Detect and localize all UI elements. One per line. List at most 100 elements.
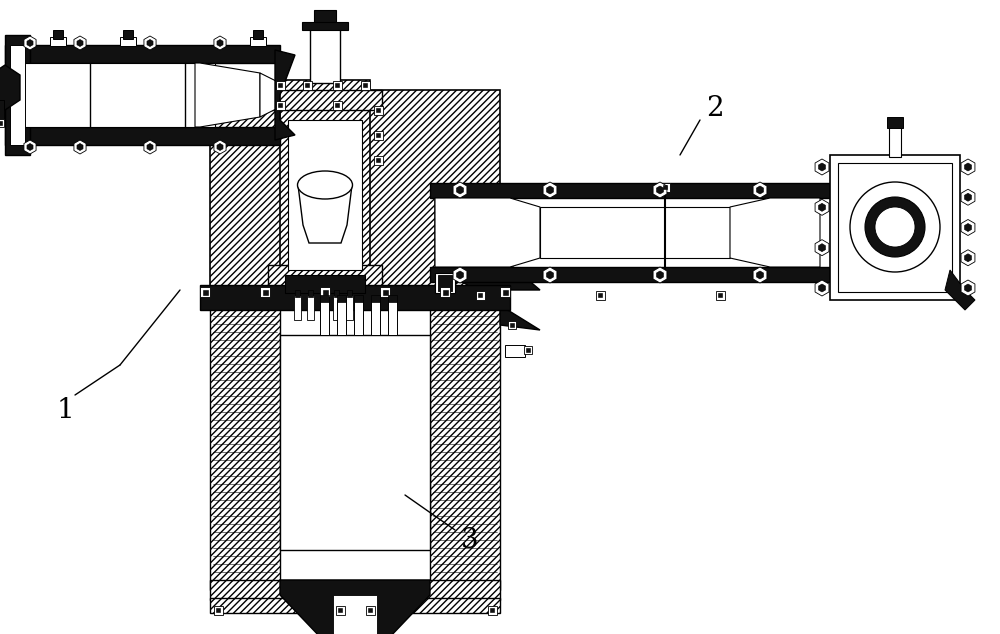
Polygon shape bbox=[815, 240, 829, 256]
Polygon shape bbox=[540, 207, 730, 258]
Bar bbox=[440, 287, 450, 297]
Polygon shape bbox=[333, 595, 377, 634]
Polygon shape bbox=[260, 73, 280, 117]
Bar bbox=[596, 290, 604, 299]
Bar bbox=[285, 275, 365, 293]
Bar bbox=[526, 348, 530, 352]
Bar bbox=[336, 605, 344, 614]
Bar bbox=[716, 290, 724, 299]
Bar bbox=[216, 608, 220, 612]
Bar bbox=[20, 63, 215, 127]
Polygon shape bbox=[435, 198, 540, 267]
Polygon shape bbox=[961, 190, 975, 205]
Bar bbox=[435, 273, 455, 293]
Bar bbox=[368, 608, 372, 612]
Bar bbox=[210, 295, 280, 590]
Polygon shape bbox=[435, 200, 540, 330]
Bar bbox=[260, 287, 270, 297]
Bar bbox=[430, 267, 830, 282]
Bar bbox=[376, 158, 380, 162]
Bar bbox=[320, 300, 329, 335]
Polygon shape bbox=[547, 186, 553, 194]
Polygon shape bbox=[657, 271, 663, 279]
Bar bbox=[305, 83, 309, 87]
Bar bbox=[210, 598, 500, 613]
Bar bbox=[889, 125, 901, 157]
Polygon shape bbox=[961, 159, 975, 175]
Bar bbox=[338, 608, 342, 612]
Bar bbox=[278, 103, 282, 107]
Bar bbox=[268, 90, 382, 110]
Polygon shape bbox=[657, 186, 663, 194]
Bar bbox=[302, 22, 348, 30]
Bar bbox=[334, 290, 339, 297]
Bar bbox=[388, 300, 397, 335]
Text: 3: 3 bbox=[461, 526, 479, 553]
Bar bbox=[280, 80, 370, 295]
Polygon shape bbox=[457, 186, 463, 194]
Polygon shape bbox=[217, 143, 223, 150]
Bar bbox=[374, 155, 382, 164]
Circle shape bbox=[850, 182, 940, 272]
Polygon shape bbox=[819, 284, 825, 292]
Polygon shape bbox=[543, 182, 557, 198]
Bar bbox=[320, 295, 329, 302]
Bar bbox=[294, 295, 301, 320]
Bar bbox=[510, 323, 514, 327]
Bar bbox=[332, 101, 342, 110]
Bar bbox=[337, 295, 346, 302]
Bar bbox=[476, 290, 484, 299]
Polygon shape bbox=[147, 39, 153, 46]
Polygon shape bbox=[815, 199, 829, 216]
Polygon shape bbox=[144, 36, 156, 50]
Polygon shape bbox=[965, 163, 971, 171]
Bar bbox=[5, 127, 280, 145]
Polygon shape bbox=[753, 182, 767, 198]
Bar bbox=[376, 133, 380, 137]
Circle shape bbox=[875, 207, 915, 247]
Polygon shape bbox=[27, 143, 33, 150]
Bar bbox=[50, 37, 66, 46]
Bar bbox=[524, 346, 532, 354]
Polygon shape bbox=[819, 204, 825, 211]
Bar bbox=[302, 81, 312, 89]
Polygon shape bbox=[195, 63, 260, 127]
Bar bbox=[200, 285, 510, 310]
Polygon shape bbox=[965, 193, 971, 201]
Bar bbox=[363, 83, 367, 87]
Polygon shape bbox=[547, 271, 553, 279]
Bar bbox=[663, 184, 667, 190]
Bar bbox=[202, 290, 208, 295]
Bar bbox=[321, 290, 326, 297]
Bar bbox=[382, 290, 388, 295]
Bar bbox=[308, 290, 313, 297]
Bar bbox=[320, 287, 330, 297]
Bar bbox=[0, 121, 2, 125]
Bar bbox=[262, 290, 268, 295]
Polygon shape bbox=[757, 271, 763, 279]
Bar bbox=[354, 300, 363, 335]
Bar bbox=[250, 37, 266, 46]
Bar bbox=[374, 105, 382, 115]
Bar bbox=[478, 293, 482, 297]
Polygon shape bbox=[280, 580, 430, 634]
Polygon shape bbox=[24, 140, 36, 154]
Bar bbox=[503, 290, 508, 295]
Bar bbox=[830, 155, 960, 300]
Bar bbox=[337, 300, 346, 335]
Bar bbox=[438, 275, 452, 291]
Bar bbox=[214, 605, 222, 614]
Text: 1: 1 bbox=[56, 396, 74, 424]
Bar bbox=[268, 265, 382, 295]
Polygon shape bbox=[457, 271, 463, 279]
Bar bbox=[288, 120, 362, 270]
Bar bbox=[660, 183, 670, 191]
Circle shape bbox=[865, 197, 925, 257]
Bar bbox=[490, 608, 494, 612]
Bar bbox=[276, 81, 285, 89]
Bar bbox=[5, 35, 30, 155]
Polygon shape bbox=[945, 270, 975, 310]
Polygon shape bbox=[819, 163, 825, 171]
Polygon shape bbox=[275, 50, 295, 140]
Polygon shape bbox=[0, 65, 20, 110]
